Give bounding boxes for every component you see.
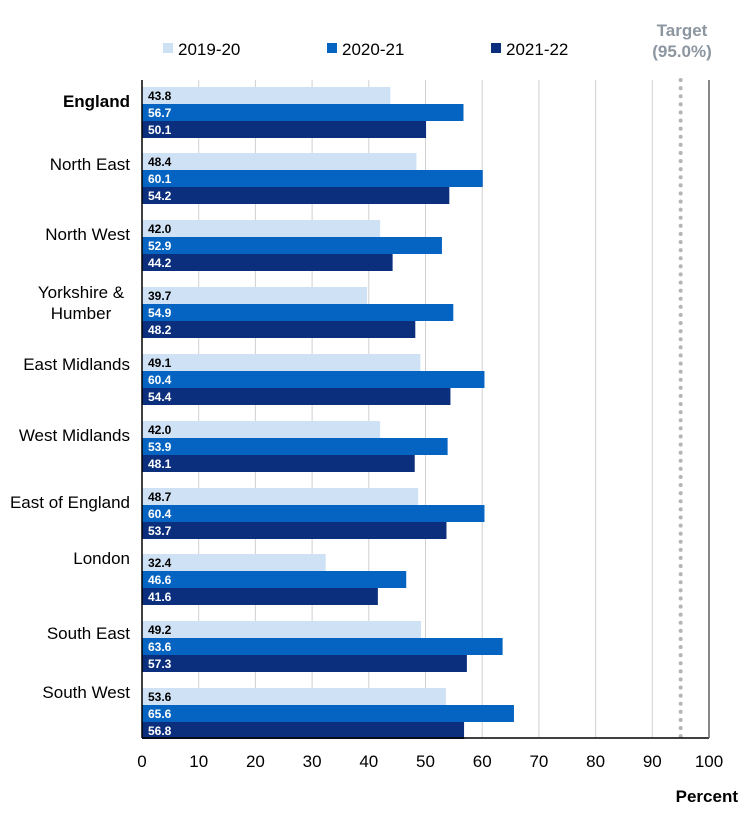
data-label: 50.1 xyxy=(148,123,172,137)
bar xyxy=(142,522,447,539)
category-label: East of England xyxy=(10,493,130,512)
data-label: 48.1 xyxy=(148,457,172,471)
data-label: 65.6 xyxy=(148,707,172,721)
category-label: England xyxy=(63,92,130,111)
data-label: 46.6 xyxy=(148,573,172,587)
data-label: 54.4 xyxy=(148,390,172,404)
data-label: 52.9 xyxy=(148,239,172,253)
data-label: 41.6 xyxy=(148,590,172,604)
bars: 43.8 56.7 50.1 48.4 60.1 54.2 42.0 52.9 44.2 39.7… xyxy=(142,87,514,739)
bar xyxy=(142,321,416,338)
bar xyxy=(142,104,464,121)
bar xyxy=(142,621,421,638)
bar xyxy=(142,505,485,522)
bar xyxy=(142,638,503,655)
category-label: Yorkshire & xyxy=(38,283,125,302)
bar xyxy=(142,153,417,170)
data-label: 60.4 xyxy=(148,507,172,521)
x-tick-label: 40 xyxy=(359,752,378,771)
bar xyxy=(142,170,483,187)
category-label: North West xyxy=(45,225,130,244)
bar xyxy=(142,220,381,237)
legend-swatch xyxy=(491,43,501,53)
legend-label: 2019-20 xyxy=(178,40,240,59)
bar xyxy=(142,588,378,605)
data-label: 42.0 xyxy=(148,423,172,437)
bar xyxy=(142,287,368,304)
category-labels: England North East North West Yorkshire & Hu… xyxy=(10,92,130,702)
bar xyxy=(142,371,485,388)
data-label: 60.1 xyxy=(148,172,172,186)
x-tick-label: 60 xyxy=(473,752,492,771)
data-label: 42.0 xyxy=(148,222,172,236)
target-line: Target (95.0%) xyxy=(652,21,712,740)
target-label: (95.0%) xyxy=(652,42,712,61)
data-label: 57.3 xyxy=(148,657,172,671)
x-tick-label: 100 xyxy=(695,752,723,771)
data-label: 53.7 xyxy=(148,524,172,538)
x-tick-label: 50 xyxy=(416,752,435,771)
data-label: 53.6 xyxy=(148,690,172,704)
data-label: 49.1 xyxy=(148,356,172,370)
category-label: South West xyxy=(42,683,130,702)
axes: 0 10 20 30 40 50 60 70 80 90 100 xyxy=(137,80,723,771)
bar xyxy=(142,438,448,455)
data-label: 48.4 xyxy=(148,155,172,169)
x-tick-label: 70 xyxy=(529,752,548,771)
legend-label: 2021-22 xyxy=(506,40,568,59)
category-label: South East xyxy=(47,624,130,643)
bar xyxy=(142,455,415,472)
data-label: 48.7 xyxy=(148,490,172,504)
data-label: 56.7 xyxy=(148,106,172,120)
bar xyxy=(142,705,514,722)
x-tick-label: 10 xyxy=(189,752,208,771)
data-label: 60.4 xyxy=(148,373,172,387)
category-label: East Midlands xyxy=(23,355,130,374)
bar xyxy=(142,571,407,588)
bar xyxy=(142,421,381,438)
x-axis-label: Percent xyxy=(676,787,739,806)
bar xyxy=(142,655,467,672)
target-label: Target xyxy=(657,21,708,40)
category-label: London xyxy=(73,549,130,568)
x-tick-label: 90 xyxy=(643,752,662,771)
data-label: 56.8 xyxy=(148,724,172,738)
bar xyxy=(142,254,393,271)
data-label: 32.4 xyxy=(148,556,172,570)
category-label: Humber xyxy=(51,304,112,323)
bar xyxy=(142,121,427,138)
bar xyxy=(142,722,465,739)
data-label: 54.2 xyxy=(148,189,172,203)
legend: 2019-20 2020-21 2021-22 xyxy=(163,40,568,59)
bar xyxy=(142,688,446,705)
legend-swatch xyxy=(163,43,173,53)
data-label: 54.9 xyxy=(148,306,172,320)
data-label: 63.6 xyxy=(148,640,172,654)
x-tick-label: 0 xyxy=(137,752,146,771)
bar xyxy=(142,304,454,321)
data-label: 53.9 xyxy=(148,440,172,454)
bar xyxy=(142,237,442,254)
data-label: 49.2 xyxy=(148,623,172,637)
bar xyxy=(142,354,421,371)
data-label: 44.2 xyxy=(148,256,172,270)
category-label: West Midlands xyxy=(19,426,130,445)
bar xyxy=(142,87,391,104)
legend-swatch xyxy=(327,43,337,53)
x-tick-label: 80 xyxy=(586,752,605,771)
bar xyxy=(142,554,326,571)
legend-label: 2020-21 xyxy=(342,40,404,59)
data-label: 39.7 xyxy=(148,289,172,303)
x-tick-label: 20 xyxy=(246,752,265,771)
data-label: 48.2 xyxy=(148,323,172,337)
data-label: 43.8 xyxy=(148,89,172,103)
x-tick-label: 30 xyxy=(303,752,322,771)
bar xyxy=(142,488,419,505)
bar xyxy=(142,388,451,405)
bar xyxy=(142,187,450,204)
category-label: North East xyxy=(50,155,131,174)
